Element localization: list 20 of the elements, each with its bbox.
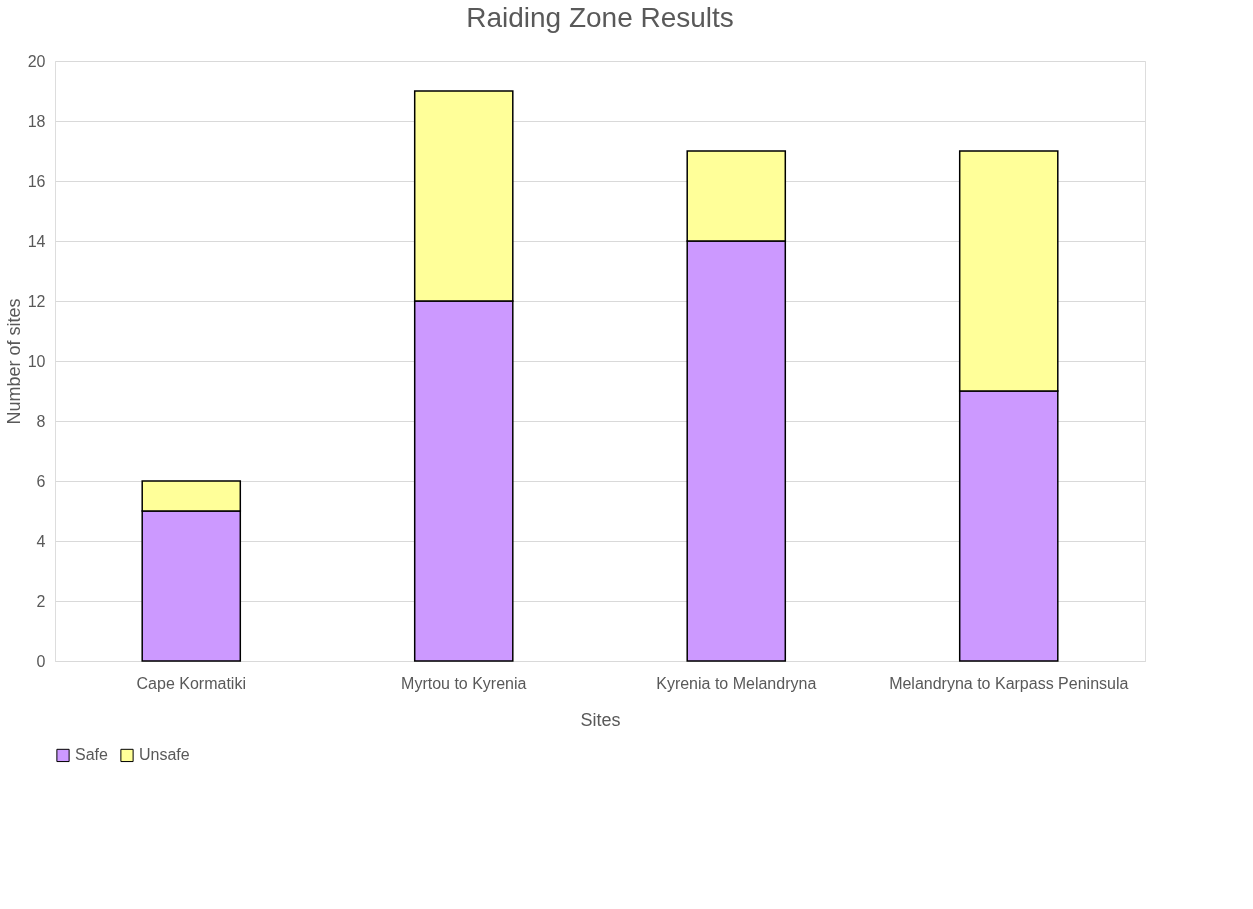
y-tick-label: 2 <box>36 592 46 610</box>
y-tick-label: 20 <box>27 52 46 70</box>
x-axis-title: Sites <box>580 709 621 730</box>
legend-label: Unsafe <box>139 746 190 764</box>
y-tick-label: 0 <box>36 652 46 670</box>
y-tick-label: 12 <box>27 292 46 310</box>
legend-label: Safe <box>75 746 109 764</box>
y-tick-label: 10 <box>27 352 46 370</box>
x-tick-label: Cape Kormatiki <box>136 674 246 692</box>
y-tick-label: 8 <box>36 412 46 430</box>
x-tick-label: Melandryna to Karpass Peninsula <box>889 674 1129 692</box>
y-tick-label: 14 <box>27 232 46 250</box>
chart-title: Raiding Zone Results <box>466 2 734 33</box>
y-tick-label: 6 <box>36 472 46 490</box>
y-tick-label: 4 <box>36 532 46 550</box>
x-tick-label: Myrtou to Kyrenia <box>401 674 527 692</box>
y-tick-label: 16 <box>27 172 46 190</box>
x-tick-label: Kyrenia to Melandryna <box>656 674 817 692</box>
y-tick-label: 18 <box>27 112 46 130</box>
y-axis-title: Number of sites <box>3 298 24 425</box>
